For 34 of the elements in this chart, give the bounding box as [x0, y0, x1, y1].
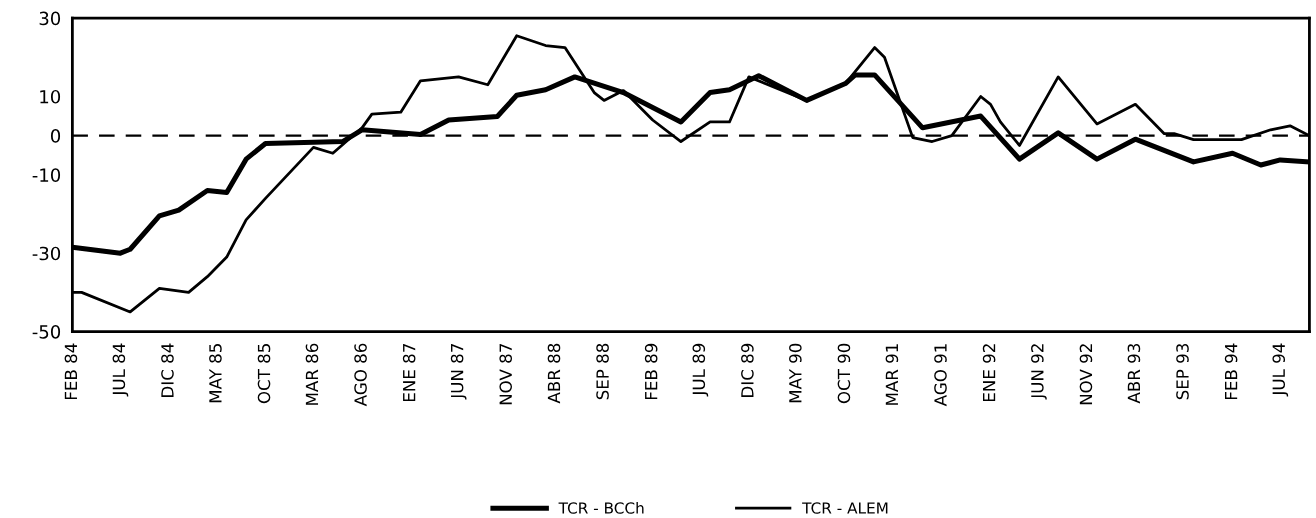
x-tick-label: AGO 86 [354, 343, 367, 407]
x-tick-label: FEB 89 [644, 343, 658, 400]
x-tick-label: MAY 90 [789, 343, 802, 403]
x-tick-label: MAR 86 [305, 343, 319, 405]
x-tick-label: JUN 92 [1031, 344, 1047, 400]
y-tick-label: -30 [32, 246, 61, 261]
y-tick-label: -50 [32, 324, 61, 339]
x-tick-label: JUL 84 [112, 343, 129, 397]
x-tick-label: DIC 84 [161, 343, 174, 397]
x-tick-label: ABR 88 [547, 343, 561, 404]
x-tick-label: FEB 84 [64, 343, 78, 400]
x-tick-label: ABR 93 [1127, 343, 1141, 404]
x-tick-label: NOV 92 [1079, 344, 1093, 405]
x-tick-label: ENE 92 [982, 344, 996, 402]
x-tick-label: OCT 90 [837, 343, 851, 404]
x-tick-label: SEP 93 [1176, 343, 1189, 400]
x-tick-label: JUN 87 [450, 344, 467, 400]
x-tick-label: JUL 94 [1272, 343, 1289, 397]
x-tick-label: NOV 87 [499, 344, 513, 405]
y-tick-label: 10 [40, 89, 61, 104]
legend-label: TCR - ALEM [802, 502, 888, 514]
x-tick-label: SEP 88 [596, 343, 609, 400]
x-tick-label: MAY 85 [209, 344, 222, 403]
x-tick-label: JUL 89 [692, 343, 709, 397]
x-tick-label: ENE 87 [402, 344, 416, 402]
y-tick-label: 0 [50, 129, 61, 143]
y-tick-label: 30 [39, 11, 61, 26]
legend-label: TCR - BCCh [558, 501, 644, 514]
x-tick-label: OCT 85 [257, 344, 271, 404]
x-tick-label: MAR 91 [885, 344, 899, 405]
x-tick-label: FEB 94 [1224, 343, 1238, 400]
y-tick-label: -10 [32, 168, 61, 182]
x-tick-label: DIC 89 [741, 343, 754, 397]
x-tick-label: AGO 91 [934, 344, 947, 407]
